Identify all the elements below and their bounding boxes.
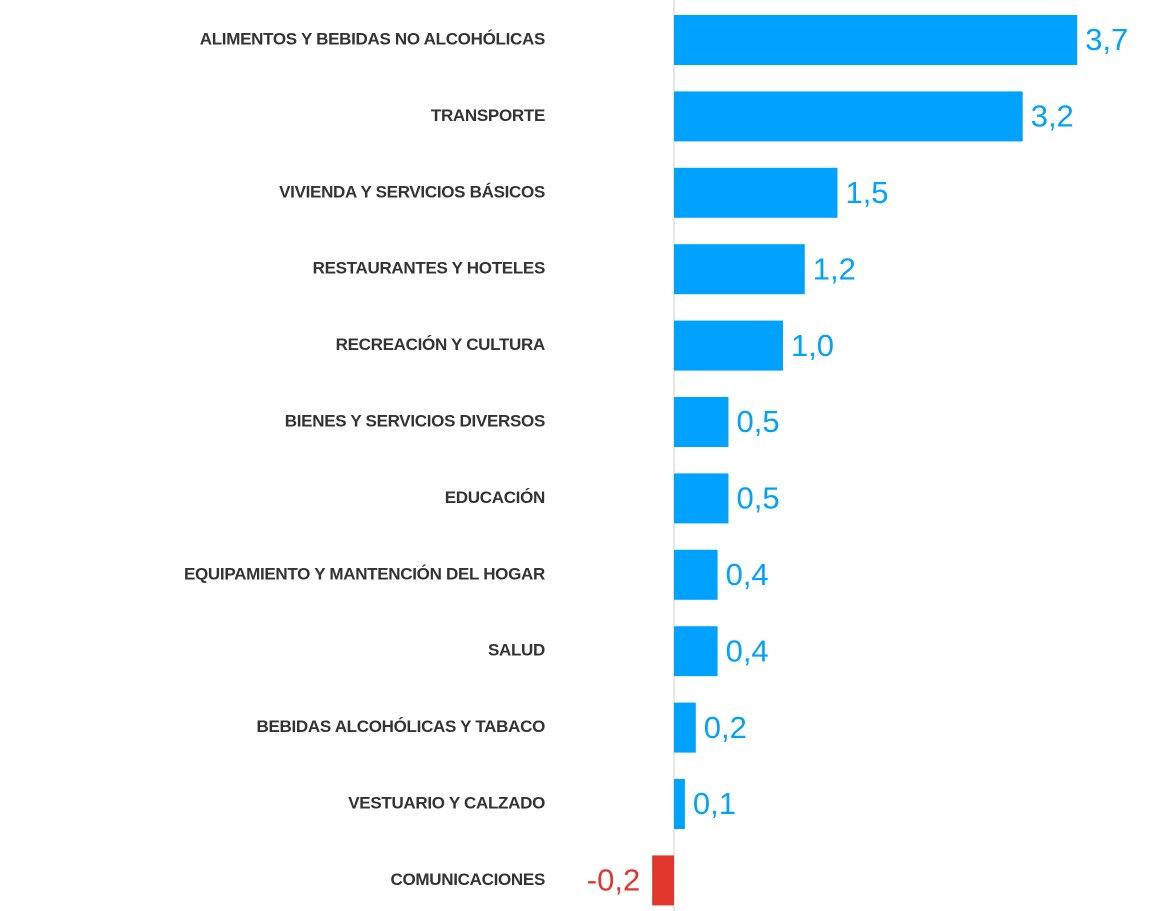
bar: [673, 549, 718, 600]
bar: [673, 167, 838, 218]
bar: [673, 320, 783, 371]
value-label: 3,2: [1031, 99, 1074, 134]
bar: [673, 626, 718, 677]
value-label: 0,4: [726, 557, 769, 592]
category-label: VIVIENDA Y SERVICIOS BÁSICOS: [279, 182, 545, 201]
category-label: ALIMENTOS Y BEBIDAS NO ALCOHÓLICAS: [200, 29, 545, 48]
value-label: 0,1: [693, 786, 736, 821]
category-label: RESTAURANTES Y HOTELES: [313, 259, 545, 278]
bar: [673, 244, 805, 295]
value-label: 0,4: [726, 633, 769, 668]
value-label: 0,5: [736, 404, 779, 439]
bar: [673, 91, 1023, 142]
value-label: 0,5: [736, 481, 779, 516]
bar: [673, 397, 729, 447]
category-label: COMUNICACIONES: [391, 870, 545, 889]
value-label: 1,2: [813, 251, 856, 286]
value-label: 1,5: [845, 175, 888, 210]
category-label: EQUIPAMIENTO Y MANTENCIÓN DEL HOGAR: [184, 564, 545, 583]
category-label: BIENES Y SERVICIOS DIVERSOS: [285, 411, 545, 430]
bar: [673, 15, 1078, 65]
category-label: RECREACIÓN Y CULTURA: [336, 335, 545, 354]
category-label: TRANSPORTE: [431, 106, 545, 125]
value-label: 0,2: [704, 710, 747, 745]
bar: [673, 702, 696, 753]
category-label: EDUCACIÓN: [445, 488, 545, 507]
value-label: 3,7: [1085, 22, 1128, 57]
value-label: 1,0: [791, 328, 834, 363]
category-label: BEBIDAS ALCOHÓLICAS Y TABACO: [257, 717, 546, 736]
value-label: -0,2: [587, 863, 640, 898]
bar: [652, 855, 674, 906]
category-label: SALUD: [488, 641, 545, 660]
category-label: VESTUARIO Y CALZADO: [348, 793, 545, 812]
bar: [673, 779, 685, 829]
bar: [673, 473, 729, 524]
